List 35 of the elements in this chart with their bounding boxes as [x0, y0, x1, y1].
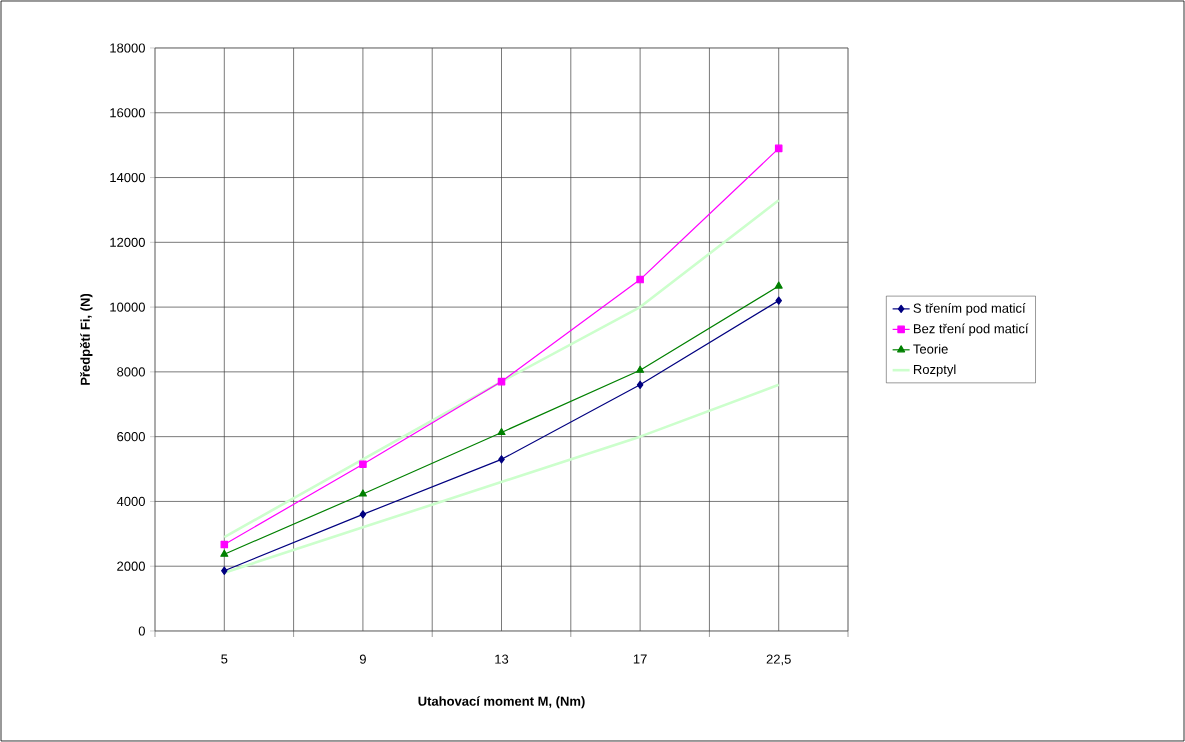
y-axis-title: Předpětí Fi, (N): [80, 293, 93, 385]
y-tick-label: 0: [138, 626, 145, 636]
point: [636, 275, 644, 284]
x-tick-label: 5: [221, 654, 228, 664]
y-tick-label: 14000: [110, 172, 145, 183]
point: [358, 489, 367, 497]
x-axis-title: Utahovací moment M, (Nm): [418, 696, 585, 709]
x-tick-label: 13: [495, 654, 509, 664]
point: [359, 460, 367, 468]
legend-label: Rozptyl: [913, 364, 956, 377]
x-tick-label: 22,5: [766, 654, 791, 666]
x-tick-label: 9: [359, 654, 366, 664]
point: [774, 144, 783, 153]
point: [220, 540, 229, 549]
point: [221, 566, 228, 575]
point: [498, 455, 505, 464]
point: [497, 427, 506, 436]
y-tick-label: 6000: [117, 432, 145, 442]
point: [774, 281, 783, 289]
legend-label: Teorie: [913, 344, 948, 354]
point: [359, 510, 367, 519]
y-tick-label: 12000: [110, 237, 145, 247]
point: [636, 380, 644, 390]
y-tick-label: 8000: [117, 367, 145, 377]
x-tick-label: 17: [633, 654, 647, 664]
y-tick-label: 10000: [110, 302, 145, 312]
y-tick-label: 18000: [110, 43, 145, 53]
legend-label: Bez tření pod maticí: [913, 323, 1029, 336]
point: [636, 365, 645, 373]
y-tick-label: 16000: [110, 108, 145, 118]
point: [775, 296, 782, 305]
y-tick-label: 2000: [117, 561, 145, 571]
point: [220, 549, 229, 557]
legend-label: S třením pod maticí: [913, 303, 1026, 316]
y-tick-label: 4000: [116, 496, 145, 507]
